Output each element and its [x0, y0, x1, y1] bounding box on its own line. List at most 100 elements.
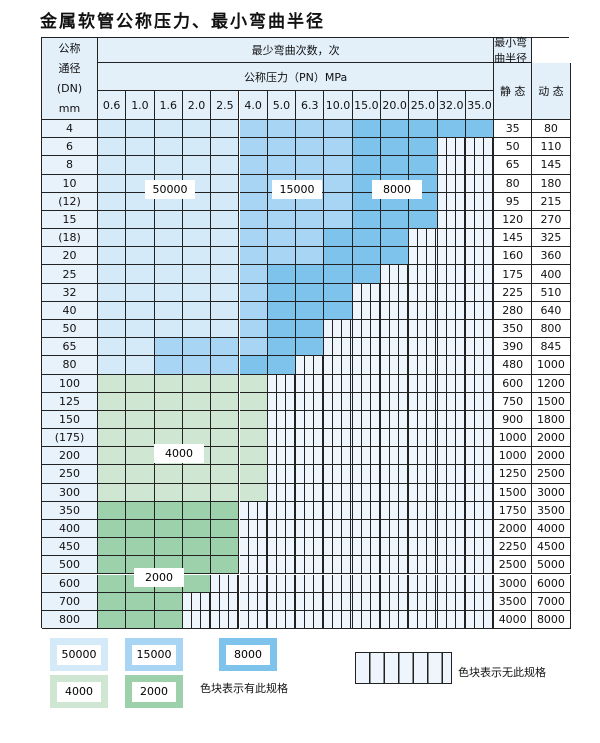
pressure-col-header: 5.0: [267, 91, 297, 120]
no-spec-cell: [381, 319, 410, 339]
dynamic-radius-cell: 2000: [532, 429, 571, 448]
no-spec-cell: [352, 301, 381, 320]
no-spec-cell: [267, 410, 297, 430]
static-radius-cell: 2000: [494, 519, 533, 539]
static-header: 静 态: [494, 63, 533, 120]
no-spec-cell: [465, 319, 495, 339]
no-spec-cell: [267, 374, 297, 393]
dn-cell: (12): [42, 192, 98, 211]
spec-cell: [98, 265, 127, 284]
no-spec-cell: [409, 283, 438, 302]
no-spec-cell: [324, 319, 353, 339]
no-spec-cell: [267, 465, 297, 484]
spec-cell: [324, 120, 353, 139]
no-spec-cell: [381, 374, 410, 393]
dynamic-radius-cell: 2000: [532, 447, 571, 466]
dn-cell: 65: [42, 338, 98, 357]
no-spec-cell: [437, 392, 466, 411]
dn-cell: 200: [42, 447, 98, 466]
static-radius-cell: 1000: [494, 429, 533, 448]
spec-cell: [182, 156, 212, 175]
pressure-col-header: 10.0: [324, 91, 353, 120]
spec-cell: [211, 392, 240, 411]
legend-label: 4000: [57, 681, 101, 702]
legend-no-spec-swatch: [355, 652, 452, 684]
no-spec-cell: [267, 429, 297, 448]
spec-cell: [267, 319, 297, 339]
dn-header: 公称 通径 (DN) mm: [42, 38, 98, 120]
static-radius-cell: 145: [494, 229, 533, 248]
no-spec-cell: [437, 483, 466, 502]
no-spec-cell: [437, 374, 466, 393]
spec-cell: [182, 519, 212, 539]
dn-cell: 500: [42, 556, 98, 575]
dynamic-radius-cell: 845: [532, 338, 571, 357]
dn-cell: 80: [42, 356, 98, 375]
no-spec-cell: [437, 156, 466, 175]
spec-cell: [267, 283, 297, 302]
no-spec-cell: [352, 392, 381, 411]
no-spec-cell: [352, 429, 381, 448]
no-spec-cell: [437, 574, 466, 593]
no-spec-cell: [352, 483, 381, 502]
no-spec-cell: [465, 538, 495, 557]
spec-cell: [154, 392, 183, 411]
no-spec-cell: [352, 410, 381, 430]
static-radius-cell: 50: [494, 138, 533, 157]
spec-cell: [267, 138, 297, 157]
spec-cell: [296, 120, 325, 139]
spec-cell: [126, 592, 155, 611]
pressure-col-header: 4.0: [239, 91, 268, 120]
spec-cell: [154, 374, 183, 393]
spec-cell: [126, 138, 155, 157]
spec-cell: [154, 319, 183, 339]
spec-cell: [98, 374, 127, 393]
no-spec-cell: [465, 210, 495, 230]
no-spec-cell: [465, 592, 495, 611]
spec-cell: [182, 265, 212, 284]
spec-cell: [182, 247, 212, 266]
legend-label: 2000: [132, 681, 176, 702]
spec-cell: [182, 410, 212, 430]
no-spec-cell: [437, 174, 466, 193]
no-spec-cell: [465, 192, 495, 211]
dn-cell: 800: [42, 610, 98, 630]
spec-cell: [324, 174, 353, 193]
legend-label: 15000: [132, 644, 176, 665]
dn-cell: 350: [42, 501, 98, 520]
spec-cell: [324, 210, 353, 230]
no-spec-cell: [296, 374, 325, 393]
no-spec-cell: [352, 465, 381, 484]
no-spec-cell: [267, 392, 297, 411]
no-spec-cell: [437, 356, 466, 375]
spec-cell: [211, 319, 240, 339]
no-spec-cell: [324, 465, 353, 484]
no-spec-cell: [352, 374, 381, 393]
dn-cell: 100: [42, 374, 98, 393]
spec-cell: [239, 156, 268, 175]
dynamic-radius-cell: 1500: [532, 392, 571, 411]
radius-header: 最小弯曲半径: [494, 36, 533, 65]
spec-cell: [211, 138, 240, 157]
spec-cell: [182, 392, 212, 411]
pressure-col-header: 15.0: [352, 91, 381, 120]
spec-cell: [296, 301, 325, 320]
no-spec-cell: [465, 501, 495, 520]
static-radius-cell: 1750: [494, 501, 533, 520]
no-spec-cell: [267, 610, 297, 630]
no-spec-cell: [296, 465, 325, 484]
dynamic-radius-cell: 110: [532, 138, 571, 157]
no-spec-cell: [324, 483, 353, 502]
no-spec-cell: [239, 556, 268, 575]
no-spec-cell: [239, 592, 268, 611]
no-spec-cell: [182, 610, 212, 630]
spec-cell: [182, 483, 212, 502]
no-spec-cell: [381, 447, 410, 466]
static-radius-cell: 900: [494, 410, 533, 430]
spec-cell: [126, 519, 155, 539]
no-spec-cell: [465, 465, 495, 484]
spec-cell: [98, 319, 127, 339]
no-spec-cell: [296, 410, 325, 430]
pressure-col-header: 25.0: [409, 91, 438, 120]
